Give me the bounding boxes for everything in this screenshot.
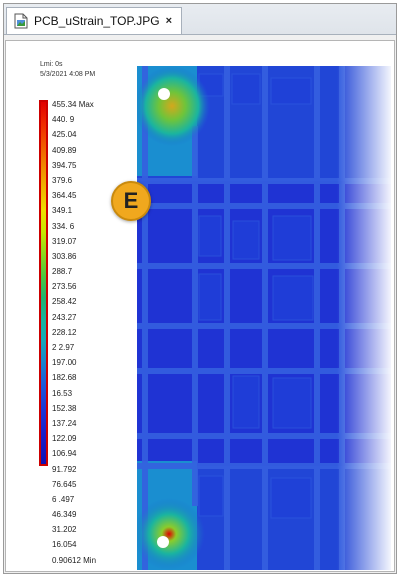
tab-bar: PCB_uStrain_TOP.JPG ×	[4, 4, 396, 35]
legend-label: 243.27	[52, 312, 77, 322]
legend-label: 31.202	[52, 525, 77, 535]
legend-label: 46.349	[52, 510, 77, 520]
legend-color-bar	[39, 100, 48, 466]
legend-label: 409.89	[52, 145, 77, 155]
legend-label: 228.12	[52, 327, 77, 337]
legend-label: 440. 9	[52, 115, 75, 125]
legend-label: 288.7	[52, 267, 73, 277]
legend-label: 303.86	[52, 251, 77, 261]
legend-label: 394.75	[52, 160, 77, 170]
legend-label: 258.42	[52, 297, 77, 307]
legend-label: 6 .497	[52, 494, 75, 504]
legend-label: 16.53	[52, 388, 73, 398]
image-canvas: Lmi: 0s 5/3/2021 4:08 PM 455.34 Max 440. …	[5, 40, 395, 572]
image-metadata: Lmi: 0s 5/3/2021 4:08 PM	[40, 60, 95, 80]
legend-labels: 455.34 Max 440. 9 425.04 409.89 394.75 379.6 3…	[52, 97, 96, 568]
legend-label: 122.09	[52, 434, 77, 444]
tab-label: PCB_uStrain_TOP.JPG	[34, 14, 160, 28]
legend-label: 455.34 Max	[52, 100, 94, 109]
legend-label: 334. 6	[52, 221, 75, 231]
legend-label: 425.04	[52, 130, 77, 140]
contour-map	[133, 66, 391, 570]
legend-label: 379.6	[52, 175, 73, 185]
legend-label: 152.38	[52, 403, 77, 413]
legend-label: 349.1	[52, 206, 73, 216]
legend-label: 273.56	[52, 282, 77, 292]
legend-label: 2 2.97	[52, 343, 75, 352]
legend-label: 91.792	[52, 464, 77, 474]
legend-label: 197.00	[52, 358, 77, 368]
legend-label: 106.94	[52, 449, 77, 459]
legend-label: 0.90612 Min	[52, 555, 97, 565]
annotation-marker-e: E	[111, 181, 151, 221]
image-viewer-window: PCB_uStrain_TOP.JPG × Lmi: 0s 5/3/2021 4…	[3, 3, 397, 574]
legend-label: 137.24	[52, 418, 77, 428]
image-file-icon	[14, 13, 28, 29]
strain-contour-plot	[133, 66, 391, 570]
tab-pcb-ustrain-top[interactable]: PCB_uStrain_TOP.JPG ×	[6, 7, 182, 34]
legend-label: 182.68	[52, 373, 77, 383]
legend-label: 364.45	[52, 191, 77, 201]
legend-label: 319.07	[52, 236, 77, 246]
metadata-line-date: 5/3/2021 4:08 PM	[40, 71, 96, 78]
close-icon[interactable]: ×	[165, 15, 172, 27]
legend-label: 16.054	[52, 540, 77, 550]
legend-label: 76.645	[52, 479, 77, 489]
metadata-line-time: Lmi: 0s	[40, 61, 63, 68]
